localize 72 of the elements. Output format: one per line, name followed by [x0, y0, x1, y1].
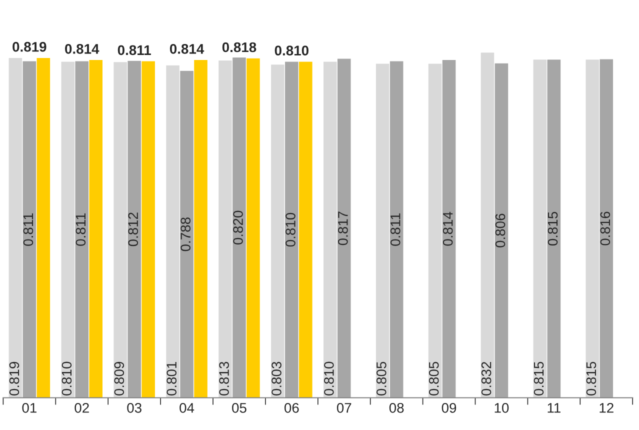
x-tick-label: 12 [600, 402, 614, 413]
bar [337, 58, 351, 398]
bar [586, 60, 600, 398]
bar [271, 64, 284, 398]
data-label: 0.820 [233, 210, 243, 244]
data-label: 0.811 [23, 213, 34, 246]
bar [285, 62, 298, 398]
bar [22, 61, 36, 398]
bar [36, 58, 50, 398]
bar [114, 62, 127, 398]
x-tick-label: 08 [389, 402, 404, 413]
data-label: 0.788 [180, 218, 191, 252]
bar [218, 60, 232, 398]
bar [299, 62, 312, 398]
data-label: 0.819 [9, 362, 20, 396]
x-tick-label: 10 [494, 402, 509, 413]
bar [128, 60, 141, 398]
data-label: 0.811 [76, 213, 86, 246]
data-label: 0.832 [481, 362, 492, 396]
x-tick-label: 01 [22, 402, 36, 413]
x-tick-label: 06 [284, 402, 299, 413]
data-label: 0.812 [128, 212, 138, 246]
bar [547, 60, 561, 398]
data-label: 0.810 [274, 46, 308, 56]
x-tick-label: 04 [180, 402, 194, 413]
bar [442, 60, 456, 398]
data-label: 0.814 [442, 212, 453, 246]
x-tick-label: 09 [442, 402, 456, 413]
x-tick-label: 03 [127, 402, 142, 413]
bar [480, 52, 494, 398]
data-label: 0.813 [219, 362, 229, 396]
bar [166, 65, 180, 398]
bar [8, 58, 22, 398]
bar [600, 59, 614, 398]
data-label: 0.816 [600, 212, 610, 246]
bar [194, 60, 208, 398]
data-label: 0.815 [534, 362, 544, 396]
bar [494, 63, 508, 398]
data-label: 0.818 [222, 42, 256, 52]
bar [323, 62, 337, 398]
x-tick-label: 07 [336, 402, 352, 413]
bar [232, 58, 246, 398]
bar [246, 58, 260, 398]
bar [390, 61, 404, 398]
data-label: 0.814 [170, 44, 204, 54]
bar [75, 61, 89, 398]
bar [428, 64, 442, 398]
data-label: 0.814 [65, 44, 100, 54]
bar [89, 60, 103, 398]
data-label: 0.809 [114, 362, 124, 396]
x-tick-label: 11 [548, 403, 560, 413]
x-tick-label: 05 [232, 402, 246, 413]
data-label: 0.817 [338, 212, 348, 246]
data-label: 0.811 [390, 213, 400, 246]
data-label: 0.815 [586, 362, 596, 396]
data-label: 0.805 [428, 362, 439, 396]
data-label: 0.811 [118, 45, 151, 56]
bar [376, 64, 390, 398]
data-label: 0.819 [12, 42, 46, 52]
data-label: 0.803 [272, 362, 282, 396]
data-label: 0.805 [376, 362, 386, 396]
bar [142, 61, 155, 398]
bar [533, 60, 547, 398]
bar [61, 62, 75, 398]
x-tick-label: 02 [74, 402, 89, 413]
data-label: 0.815 [548, 212, 558, 246]
data-label: 0.801 [166, 362, 177, 396]
bar [180, 70, 194, 398]
data-label: 0.810 [62, 362, 72, 396]
data-label: 0.810 [286, 212, 296, 247]
data-label: 0.810 [324, 362, 334, 396]
data-label: 0.806 [495, 214, 506, 248]
